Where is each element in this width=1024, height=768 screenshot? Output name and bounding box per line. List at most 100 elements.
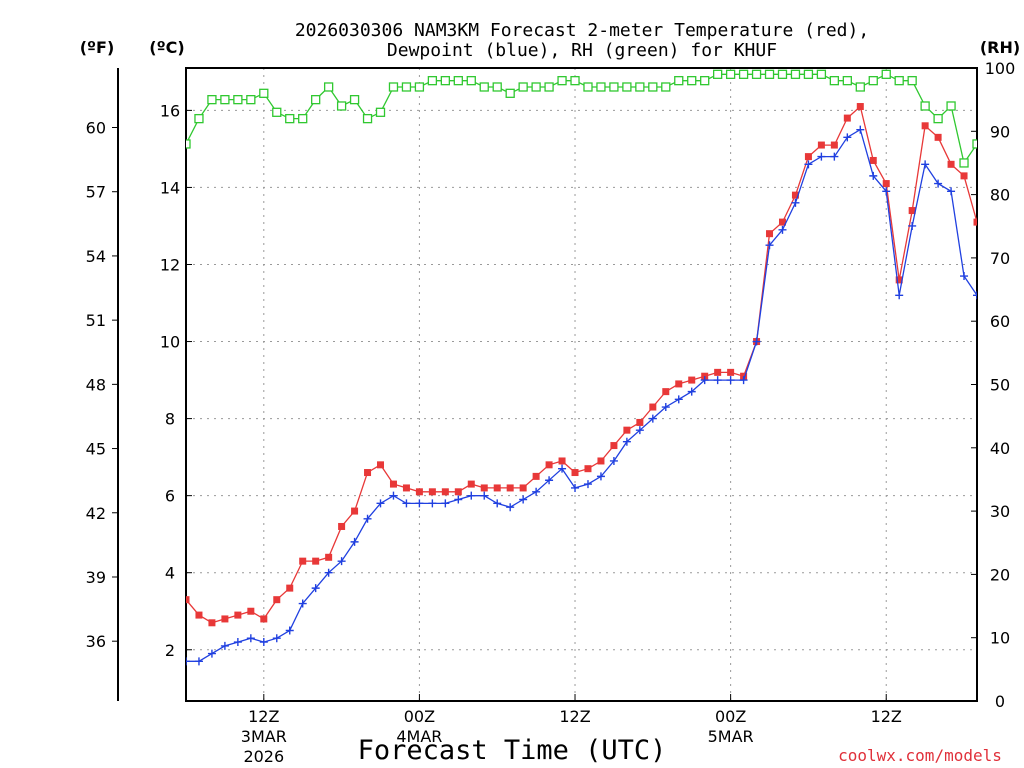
dewpoint-point [186, 657, 190, 666]
rh-point [933, 113, 943, 124]
temperature-point [299, 557, 307, 565]
temperature-point [584, 465, 592, 473]
dewpoint-point [752, 337, 761, 346]
rh-point [479, 82, 489, 92]
rh-point [440, 76, 450, 86]
rh-point [194, 113, 204, 124]
dewpoint-point [389, 491, 398, 500]
chart-title-line2: Dewpoint (blue), RH (green) for KHUF [387, 40, 777, 61]
dewpoint-point [804, 160, 813, 169]
dewpoint-point [363, 514, 372, 523]
rh-point [829, 76, 840, 86]
dewpoint-point [973, 291, 977, 300]
dewpoint-point [220, 641, 229, 650]
dewpoint-point [661, 403, 670, 412]
dewpoint-point [311, 584, 320, 593]
time-tick-date: 3MAR [241, 727, 287, 746]
rh-point [259, 88, 269, 98]
dewpoint-point [960, 272, 969, 281]
dewpoint-point [207, 649, 216, 658]
rh-tick-label: 10 [990, 629, 1010, 648]
time-tick-hour: 00Z [715, 707, 746, 726]
temperature-series [186, 103, 977, 627]
dewpoint-point [558, 464, 567, 473]
temperature-point [610, 442, 618, 450]
temperature-point [662, 388, 670, 396]
dewpoint-point [856, 125, 865, 134]
temperature-point [714, 368, 722, 376]
rh-axis-label: (RH) [980, 38, 1020, 57]
dewpoint-point [194, 657, 203, 666]
grid-lines [186, 68, 977, 701]
rh-tick-label: 50 [990, 376, 1010, 395]
rh-point [246, 95, 256, 105]
temperature-point [921, 122, 929, 130]
rh-point [635, 82, 645, 92]
time-tick-year: 2026 [243, 747, 284, 766]
time-tick-hour: 12Z [559, 707, 590, 726]
temperature-point [623, 426, 631, 434]
dewpoint-point [376, 499, 385, 508]
dewpoint-point [895, 291, 904, 300]
temperature-line [186, 105, 977, 624]
temperature-point [973, 218, 977, 226]
rh-point [972, 139, 977, 149]
temperature-point [869, 156, 877, 164]
dewpoint-point [467, 491, 476, 500]
rh-point [207, 95, 217, 105]
fahrenheit-tick-label: 48 [86, 375, 106, 394]
rh-point [492, 82, 502, 92]
celsius-tick-label: 6 [165, 487, 175, 506]
temperature-point [260, 615, 268, 623]
temperature-point [830, 141, 838, 149]
temperature-point [519, 484, 527, 492]
temperature-point [778, 218, 786, 226]
rh-point [233, 95, 243, 105]
temperature-point [467, 480, 475, 488]
rh-point [453, 76, 463, 86]
temperature-point [441, 488, 449, 496]
temperature-point [312, 557, 320, 565]
temperature-point [934, 133, 942, 141]
dewpoint-point [648, 414, 657, 423]
chart-title-line1: 2026030306 NAM3KM Forecast 2-meter Tempe… [295, 20, 869, 41]
rh-point [401, 82, 412, 92]
dewpoint-point [583, 480, 592, 489]
credit-link[interactable]: coolwx.com/models [838, 746, 1002, 765]
rh-point [596, 82, 606, 92]
dewpoint-point [324, 568, 333, 577]
rh-point [362, 113, 373, 124]
temperature-point [480, 484, 488, 492]
dewpoint-point [674, 395, 683, 404]
temperature-point [675, 380, 683, 388]
celsius-tick-label: 14 [160, 178, 180, 197]
dewpoint-point [493, 499, 502, 508]
rh-point [336, 101, 347, 111]
rh-point [544, 82, 554, 92]
rh-series [186, 69, 977, 168]
rh-point [583, 82, 593, 92]
dewpoint-point [622, 437, 631, 446]
dewpoint-point [765, 241, 774, 250]
temperature-point [791, 191, 799, 199]
temperature-point [766, 230, 774, 238]
dewpoint-point [908, 221, 917, 230]
rh-point [661, 82, 671, 92]
rh-point [816, 69, 827, 79]
dewpoint-line [186, 128, 977, 662]
rh-point [855, 82, 865, 92]
rh-point [738, 69, 749, 79]
temperature-point [428, 488, 436, 496]
rh-point [505, 88, 515, 98]
dewpoint-point [272, 634, 281, 643]
fahrenheit-tick-label: 57 [86, 183, 106, 202]
dewpoint-point [726, 376, 735, 385]
temperature-point [377, 461, 385, 469]
rh-point [881, 69, 891, 79]
rh-point [323, 82, 334, 92]
rh-point [298, 113, 308, 124]
time-tick-date: 4MAR [396, 727, 442, 746]
dewpoint-point [285, 626, 294, 635]
rh-point [803, 69, 814, 79]
dewpoint-point [791, 198, 800, 207]
